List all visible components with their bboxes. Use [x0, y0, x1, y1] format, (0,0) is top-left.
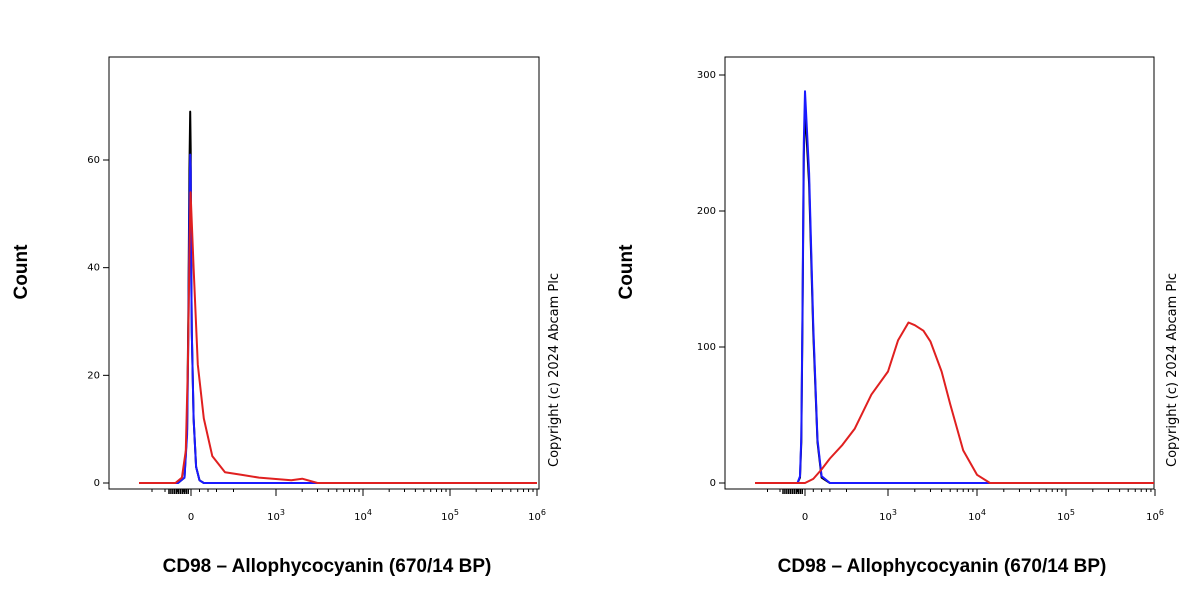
y-tick-label: 100: [697, 342, 716, 353]
x-tick-label: 104: [354, 508, 372, 523]
y-tick-label: 300: [697, 70, 716, 81]
x-ticks-left: 0 103 104 105 106: [109, 488, 546, 523]
x-tick-label: 105: [441, 508, 459, 523]
x-tick-label: 104: [968, 508, 986, 523]
x-ticks-right: 0 103 104 105 106: [725, 488, 1164, 523]
x-tick-label: 0: [802, 512, 808, 523]
y-ticks-right: 0 100 200 300: [697, 70, 725, 489]
chart-right: 0 100 200 300 0 103 104 105 106 CD98 – Allophyc…: [616, 56, 1180, 577]
series-line-2: [755, 321, 1154, 484]
copyright-right: Copyright (c) 2024 Abcam Plc: [1165, 273, 1180, 467]
series-line-2: [139, 191, 537, 484]
x-tick-label: 103: [267, 508, 285, 523]
copyright-left: Copyright (c) 2024 Abcam Plc: [547, 273, 562, 467]
y-axis-title-left: Count: [11, 244, 32, 300]
x-tick-label: 105: [1057, 508, 1075, 523]
x-axis-title-left: CD98 – Allophycocyanin (670/14 BP): [163, 556, 492, 577]
x-tick-label: 0: [188, 512, 194, 523]
x-tick-label: 106: [528, 508, 546, 523]
series-line-0: [139, 110, 537, 484]
series-line-0: [755, 106, 1154, 484]
y-ticks-left: 0 20 40 60: [87, 155, 109, 489]
series-line-1: [139, 153, 537, 484]
y-tick-label: 40: [87, 263, 100, 274]
plot-frame-right: [724, 56, 1155, 490]
series-left: [139, 110, 537, 484]
y-tick-label: 0: [710, 478, 716, 489]
y-tick-label: 60: [87, 155, 100, 166]
plot-frame-left: [108, 56, 540, 490]
x-axis-title-right: CD98 – Allophycocyanin (670/14 BP): [778, 556, 1107, 577]
series-right: [755, 90, 1154, 484]
y-tick-label: 200: [697, 206, 716, 217]
series-line-1: [755, 90, 1154, 484]
chart-left: 0 20 40 60 0 103 104 105 106 CD98 – Allophycocy…: [11, 56, 562, 577]
x-tick-label: 103: [879, 508, 897, 523]
y-axis-title-right: Count: [616, 244, 637, 300]
y-tick-label: 20: [87, 370, 100, 381]
x-tick-label: 106: [1146, 508, 1164, 523]
y-tick-label: 0: [94, 478, 100, 489]
